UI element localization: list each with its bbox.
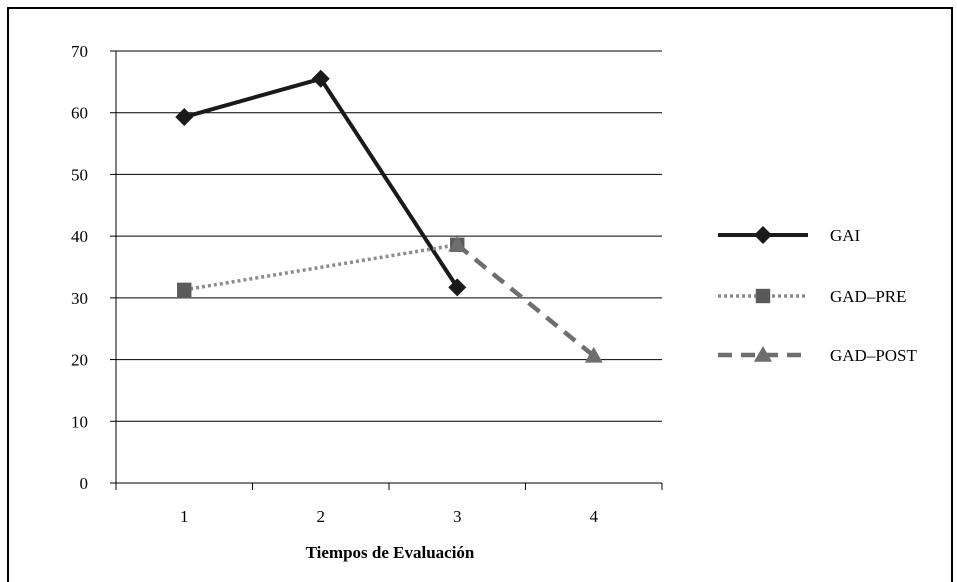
x-tick-label: 2	[317, 507, 326, 526]
legend-marker	[754, 346, 772, 362]
legend-marker	[755, 288, 771, 304]
x-tick-label: 1	[180, 507, 189, 526]
x-tick-label: 4	[590, 507, 599, 526]
gridlines	[116, 50, 662, 422]
chart-frame	[7, 7, 953, 582]
data-point	[177, 282, 192, 298]
x-tick-label: 3	[453, 507, 462, 526]
y-tick-label: 50	[71, 165, 88, 184]
y-tick-label: 70	[71, 42, 88, 61]
y-tick-label: 30	[71, 289, 88, 308]
legend-label: GAD–PRE	[830, 287, 907, 306]
data-point	[448, 235, 467, 252]
x-axis-ticks: 1 2 3 4	[115, 483, 663, 526]
legend-marker	[754, 226, 772, 244]
legend-item: GAI	[718, 226, 861, 245]
data-point	[311, 69, 330, 88]
series-line-gai	[183, 76, 459, 289]
legend-label: GAI	[830, 226, 861, 245]
series-lines	[183, 76, 596, 358]
series-line-gad-pre	[183, 243, 458, 292]
data-point	[448, 278, 467, 297]
series-markers	[175, 69, 603, 363]
y-tick-label: 20	[71, 351, 88, 370]
y-tick-label: 40	[71, 227, 88, 246]
data-point	[175, 108, 194, 127]
data-point	[584, 346, 603, 363]
y-tick-label: 0	[80, 474, 89, 493]
y-tick-label: 10	[71, 412, 88, 431]
series-line-gad-post	[455, 243, 596, 358]
y-axis-ticks: 0 10 20 30 40 50 60 70	[71, 42, 116, 493]
legend-item: GAD–POST	[718, 346, 918, 365]
legend: GAI GAD–PRE GAD–POST	[718, 226, 918, 365]
y-tick-label: 60	[71, 104, 88, 123]
x-axis-title: Tiempos de Evaluación	[306, 543, 475, 562]
legend-item: GAD–PRE	[718, 287, 907, 306]
legend-label: GAD–POST	[830, 346, 918, 365]
axes	[115, 51, 662, 484]
